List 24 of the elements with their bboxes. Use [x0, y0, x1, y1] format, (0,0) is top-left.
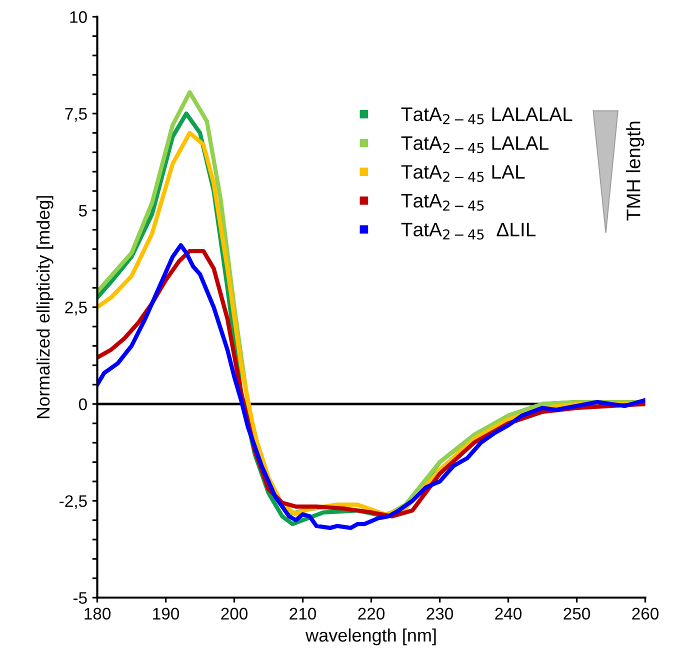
x-tick-label: 220: [358, 608, 385, 620]
x-tick-label: 180: [84, 608, 111, 620]
legend-label: TatA$_{2−45}$ LALALAL: [401, 108, 572, 124]
y-tick-label: 5: [78, 204, 87, 217]
y-tick-label: 0: [78, 398, 87, 410]
x-tick-label: 210: [290, 608, 316, 620]
y-axis-title: Normalized ellipticity [mdeg]: [36, 196, 54, 418]
x-tick-label: 260: [632, 608, 659, 620]
x-tick-label: 240: [495, 608, 522, 620]
y-tick-label: 7,5: [65, 108, 87, 122]
legend-label: TatA$_{2−45}$ LAL: [401, 165, 525, 182]
y-tick-label: 10: [70, 11, 87, 23]
legend-label: TatA$_{2−45}$ LALAL: [401, 136, 548, 154]
x-axis-title: wavelength [nm]: [306, 628, 436, 646]
y-tick-label: 2,5: [65, 302, 87, 316]
y-tick-label: -5: [73, 592, 87, 604]
legend-label: TatA$_{2−45}$ ΔLIL: [401, 222, 536, 240]
y-tick-label: -2,5: [60, 495, 87, 509]
x-tick-label: 200: [221, 608, 248, 620]
legend-label: TatA$_{2−45}$: [401, 194, 484, 211]
x-tick-label: 250: [564, 608, 590, 620]
annotation: TMH length: [626, 122, 644, 220]
x-tick-label: 230: [426, 608, 454, 620]
x-tick-label: 190: [153, 608, 180, 620]
